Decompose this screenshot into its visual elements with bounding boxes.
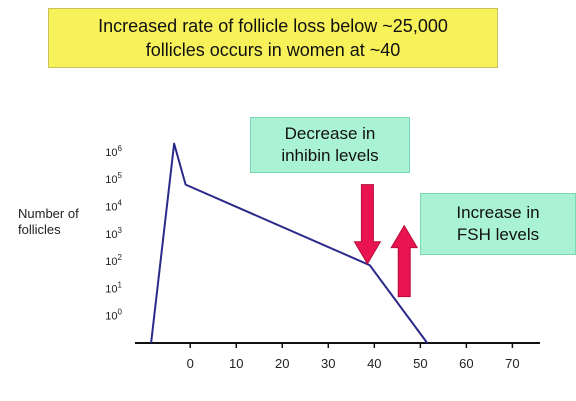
x-tick-label: 10	[229, 356, 243, 371]
callout-inhibin-line-2: inhibin levels	[281, 146, 379, 165]
header-line-2: follicles occurs in women at ~40	[145, 40, 401, 60]
y-axis-label: Number of follicles	[18, 206, 79, 238]
x-tick-label: 40	[367, 356, 381, 371]
y-tick-label: 100	[105, 308, 122, 323]
y-tick-label: 102	[105, 253, 122, 268]
callout-inhibin: Decrease in inhibin levels	[250, 117, 410, 173]
callout-fsh-line-2: FSH levels	[456, 225, 540, 244]
x-tick-label: 0	[187, 356, 194, 371]
callout-fsh: Increase in FSH levels	[420, 193, 576, 255]
y-tick-label: 103	[105, 226, 122, 241]
follicle-count-line	[150, 142, 429, 344]
header-box: Increased rate of follicle loss below ~2…	[48, 8, 498, 68]
x-tick-label: 50	[413, 356, 427, 371]
callout-inhibin-line-1: Decrease in	[284, 124, 376, 143]
down-arrow-icon	[353, 184, 382, 265]
y-axis-label-line-1: Number of	[18, 206, 79, 221]
y-tick-label: 105	[105, 171, 122, 186]
callout-fsh-line-1: Increase in	[456, 203, 540, 222]
x-tick-label: 20	[275, 356, 289, 371]
y-tick-label: 101	[105, 280, 122, 295]
arrows	[353, 184, 419, 298]
y-tick-label: 106	[105, 144, 122, 159]
y-axis-label-line-2: follicles	[18, 222, 61, 237]
header-line-1: Increased rate of follicle loss below ~2…	[98, 16, 448, 36]
x-tick-label: 70	[505, 356, 519, 371]
x-tick-label: 60	[459, 356, 473, 371]
series	[150, 142, 429, 344]
x-tick-label: 30	[321, 356, 335, 371]
y-tick-label: 104	[105, 198, 122, 213]
up-arrow-icon	[390, 224, 419, 298]
ticks: 0 10 20 30 40 50 60 70 100 101 102 103 104 105 106	[105, 144, 519, 371]
